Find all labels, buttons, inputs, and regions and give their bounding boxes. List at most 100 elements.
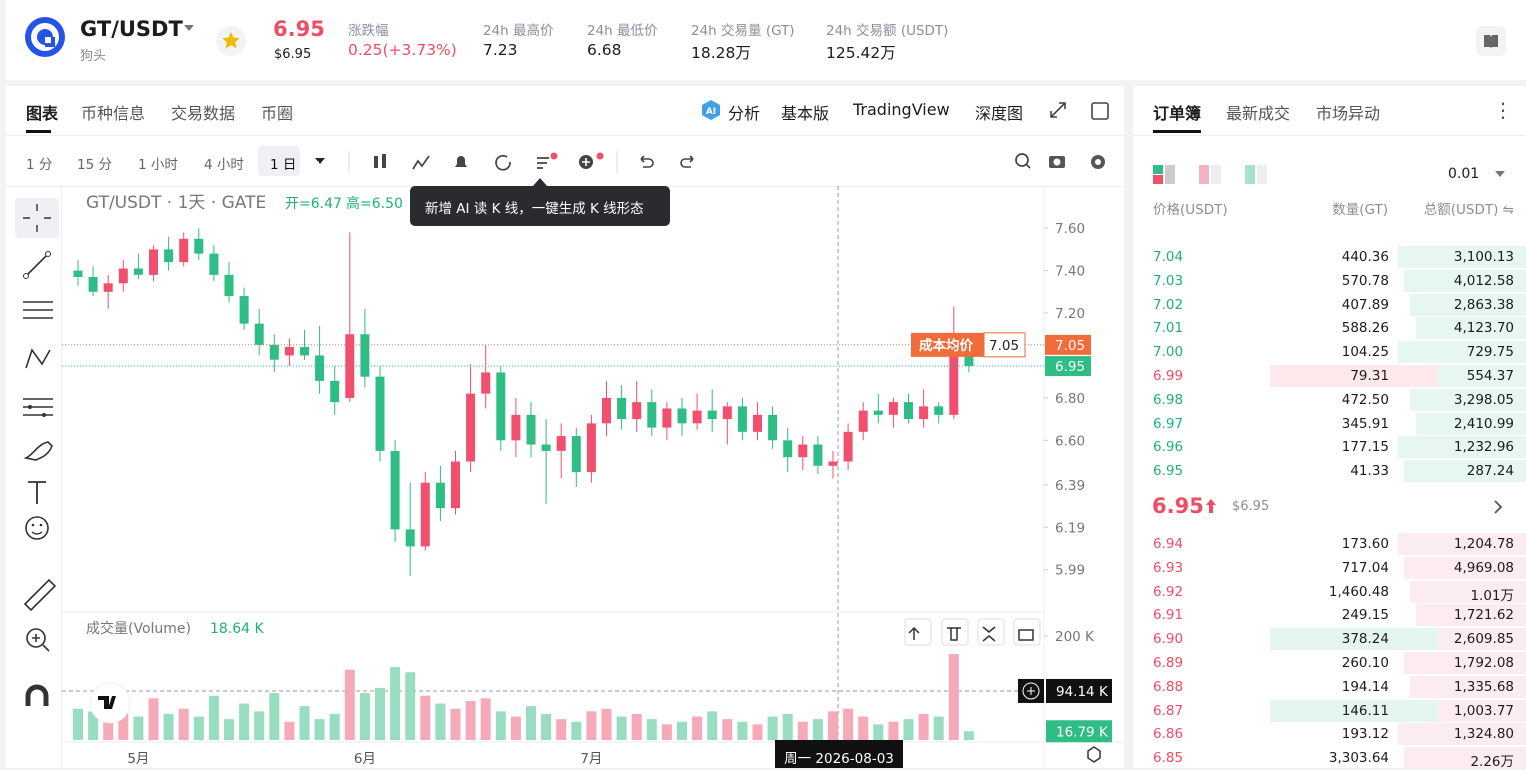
more[interactable]: ⋮	[1493, 98, 1513, 122]
tab[interactable]: 币圈	[261, 104, 294, 123]
orderbook-row[interactable]: 7.01 588.26 4,123.70	[1133, 316, 1526, 340]
depth-bar	[1416, 699, 1526, 722]
quantity: 570.78	[1341, 272, 1389, 289]
price: 6.90	[1153, 631, 1184, 648]
total: 4,123.70	[1453, 320, 1514, 337]
orderbook-row[interactable]: 7.04 440.36 3,100.13	[1133, 245, 1526, 269]
candle-body	[586, 423, 596, 473]
volume-bar	[178, 708, 189, 740]
tab[interactable]: 币种信息	[81, 104, 146, 123]
tab[interactable]: 图表	[26, 104, 59, 123]
view-option[interactable]: 深度图	[975, 104, 1024, 123]
book-icon[interactable]	[1476, 26, 1506, 56]
orderbook-row[interactable]: 6.88 194.14 1,335.68	[1133, 675, 1526, 699]
orderbook-row[interactable]: 6.95 41.33 287.24	[1133, 459, 1526, 483]
total: 1.01万	[1470, 587, 1514, 604]
layout-toggles[interactable]	[1153, 164, 1273, 186]
drawing-tools[interactable]	[14, 196, 60, 768]
col-qty: 数量(GT)	[1332, 202, 1388, 218]
stat-label: 24h 交易量 (GT)	[691, 23, 795, 39]
depth-bar	[1404, 556, 1526, 579]
orderbook-row[interactable]: 7.03 570.78 4,012.58	[1133, 269, 1526, 293]
interval[interactable]: 15 分	[77, 157, 112, 173]
orderbook-row[interactable]: 7.02 407.89 2,863.38	[1133, 293, 1526, 317]
total: 554.37	[1466, 368, 1514, 384]
y-tick-label: 200 K	[1055, 629, 1095, 645]
interval[interactable]: 1 小时	[138, 157, 178, 173]
price: 6.92	[1153, 583, 1184, 600]
caret[interactable]	[1495, 171, 1505, 178]
orderbook-row[interactable]: 7.00 104.25 729.75	[1133, 340, 1526, 364]
total: 2,609.85	[1453, 631, 1514, 648]
volume-bar	[873, 724, 884, 740]
quantity: 177.15	[1341, 439, 1389, 456]
pair-name: 狗头	[80, 49, 107, 64]
precision[interactable]: 0.01	[1448, 166, 1480, 182]
ai-icon[interactable]: AI	[700, 99, 722, 121]
volume-bar	[359, 693, 370, 740]
orderbook-row[interactable]: 6.94 173.60 1,204.78	[1133, 532, 1526, 556]
price: 7.02	[1153, 296, 1184, 313]
orderbook-row[interactable]: 6.86 193.12 1,324.80	[1133, 722, 1526, 746]
candle-body	[934, 406, 944, 415]
candle-body	[828, 461, 838, 466]
orderbook-row[interactable]: 6.87 146.11 1,003.77	[1133, 699, 1526, 723]
candle-body	[360, 334, 370, 377]
orderbook-row[interactable]: 6.99 79.31 554.37	[1133, 364, 1526, 388]
toolbar-right-icons[interactable]	[1046, 151, 1116, 173]
chart: GT/USDT · 1天 · GATE 开=6.47 高=6.50 成交量(Vo…	[62, 186, 1124, 768]
orderbook-tab[interactable]: 最新成交	[1226, 104, 1291, 123]
caret[interactable]	[314, 157, 326, 165]
candle-body	[224, 274, 234, 297]
y-tick-label: 6.60	[1055, 433, 1085, 449]
volume-bar	[843, 708, 854, 740]
orderbook-row[interactable]: 6.98 472.50 3,298.05	[1133, 388, 1526, 412]
depth-bar	[1398, 533, 1526, 555]
pane-tool	[1013, 618, 1041, 646]
view-option[interactable]: 分析	[728, 104, 761, 123]
volume-bar	[239, 703, 250, 740]
orderbook-tab[interactable]: 订单簿	[1153, 104, 1202, 123]
toolbar-icons[interactable]	[311, 151, 1031, 173]
chevron[interactable]	[1493, 499, 1503, 515]
pane-tool	[977, 618, 1005, 646]
candle-body	[209, 253, 219, 275]
candle-body	[707, 410, 717, 420]
caret[interactable]	[183, 24, 195, 32]
depth-bar	[1404, 269, 1526, 292]
stat-value: 7.23	[483, 41, 518, 59]
orderbook-row[interactable]: 6.85 3,303.64 2.26万	[1133, 746, 1526, 770]
price: 6.94	[1153, 536, 1184, 552]
last-axis-tag	[1045, 356, 1091, 377]
view-option[interactable]: TradingView	[853, 100, 950, 119]
volume-bar	[963, 731, 974, 740]
orderbook-row[interactable]: 6.97 345.91 2,410.99	[1133, 412, 1526, 436]
orderbook-row[interactable]: 6.92 1,460.48 1.01万	[1133, 580, 1526, 604]
candle-body	[269, 344, 279, 360]
divider	[61, 186, 62, 768]
orderbook-row[interactable]: 6.89 260.10 1,792.08	[1133, 651, 1526, 675]
view-option[interactable]: 基本版	[781, 104, 830, 123]
favorite[interactable]	[215, 25, 247, 57]
candle-body	[164, 249, 174, 263]
depth-bar	[1398, 436, 1526, 459]
stat-value: 0.25(+3.73%)	[348, 41, 457, 59]
volume-bar	[148, 698, 159, 740]
orderbook-row[interactable]: 6.91 249.15 1,721.62	[1133, 603, 1526, 627]
candle-body	[692, 410, 702, 424]
orderbook-tab[interactable]: 市场异动	[1316, 104, 1381, 123]
orderbook-row[interactable]: 6.90 378.24 2,609.85	[1133, 627, 1526, 651]
interval[interactable]: 1 日	[270, 157, 297, 173]
orderbook-row[interactable]: 6.93 717.04 4,969.08	[1133, 556, 1526, 580]
panel-icons[interactable]	[1048, 100, 1128, 122]
tab[interactable]: 交易数据	[171, 104, 236, 123]
quantity: 260.10	[1341, 655, 1389, 671]
interval[interactable]: 1 分	[26, 157, 53, 173]
total: 1,792.08	[1453, 655, 1514, 671]
candle-body	[602, 397, 611, 424]
total: 2,863.38	[1453, 296, 1514, 313]
interval[interactable]: 4 小时	[204, 157, 244, 173]
orderbook-row[interactable]: 6.96 177.15 1,232.96	[1133, 435, 1526, 459]
volume-bar	[752, 724, 763, 740]
volume-bar	[495, 711, 506, 740]
